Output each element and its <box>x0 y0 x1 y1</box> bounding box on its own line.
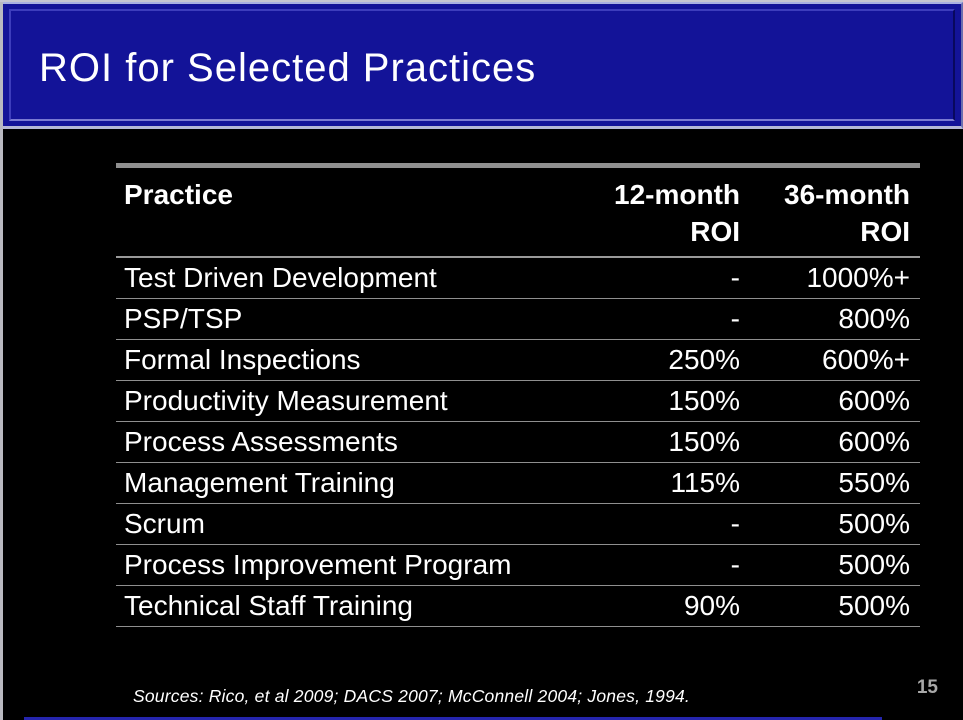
header-12month-line2: ROI <box>690 216 740 247</box>
slide-top-edge <box>0 0 963 2</box>
cell-roi_12: - <box>730 262 740 293</box>
table-row: Process Assessments 150% 600% <box>116 422 920 463</box>
table-row: Test Driven Development - 1000%+ <box>116 258 920 299</box>
slide-left-edge <box>0 0 3 720</box>
sources-note: Sources: Rico, et al 2009; DACS 2007; Mc… <box>133 686 690 706</box>
cell-practice: Test Driven Development <box>124 262 437 293</box>
cell-practice: PSP/TSP <box>124 303 243 334</box>
cell-roi_36: 550% <box>838 467 910 498</box>
cell-practice: Management Training <box>124 467 395 498</box>
cell-practice: Formal Inspections <box>124 344 361 375</box>
cell-roi_36: 500% <box>838 590 910 621</box>
table-row: Process Improvement Program - 500% <box>116 545 920 586</box>
roi-table: Practice 12-month ROI 36-month ROI Test Dr… <box>116 163 920 627</box>
cell-practice: Process Assessments <box>124 426 398 457</box>
cell-roi_12: - <box>730 303 740 334</box>
cell-practice: Scrum <box>124 508 205 539</box>
cell-roi_12: 250% <box>668 344 740 375</box>
title-bar: ROI for Selected Practices <box>3 2 963 129</box>
cell-roi_12: - <box>730 508 740 539</box>
cell-practice: Process Improvement Program <box>124 549 512 580</box>
cell-roi_36: 800% <box>838 303 910 334</box>
column-header-36-month-roi: 36-month ROI <box>740 176 920 250</box>
cell-roi_36: 600%+ <box>822 344 910 375</box>
page-number: 15 <box>916 677 938 698</box>
cell-roi_12: 150% <box>668 385 740 416</box>
table-row: Scrum - 500% <box>116 504 920 545</box>
table-body: Test Driven Development - 1000%+ PSP/TSP - 80… <box>116 258 920 627</box>
column-header-practice: Practice <box>124 179 233 210</box>
cell-practice: Technical Staff Training <box>124 590 413 621</box>
header-36month-line2: ROI <box>860 216 910 247</box>
bottom-accent-line <box>24 717 882 720</box>
table-header-row: Practice 12-month ROI 36-month ROI <box>116 168 920 258</box>
header-36month-line1: 36-month <box>784 179 910 210</box>
cell-roi_12: - <box>730 549 740 580</box>
cell-roi_36: 500% <box>838 508 910 539</box>
cell-roi_36: 600% <box>838 426 910 457</box>
header-12month-line1: 12-month <box>614 179 740 210</box>
table-row: Productivity Measurement 150% 600% <box>116 381 920 422</box>
cell-roi_36: 1000%+ <box>806 262 910 293</box>
cell-practice: Productivity Measurement <box>124 385 448 416</box>
table-row: PSP/TSP - 800% <box>116 299 920 340</box>
cell-roi_12: 115% <box>670 467 740 498</box>
cell-roi_12: 150% <box>668 426 740 457</box>
table-row: Formal Inspections 250% 600%+ <box>116 340 920 381</box>
table-row: Technical Staff Training 90% 500% <box>116 586 920 627</box>
cell-roi_36: 600% <box>838 385 910 416</box>
slide-title: ROI for Selected Practices <box>39 45 537 90</box>
table-row: Management Training 115% 550% <box>116 463 920 504</box>
column-header-12-month-roi: 12-month ROI <box>596 176 740 250</box>
cell-roi_36: 500% <box>838 549 910 580</box>
cell-roi_12: 90% <box>683 590 740 621</box>
